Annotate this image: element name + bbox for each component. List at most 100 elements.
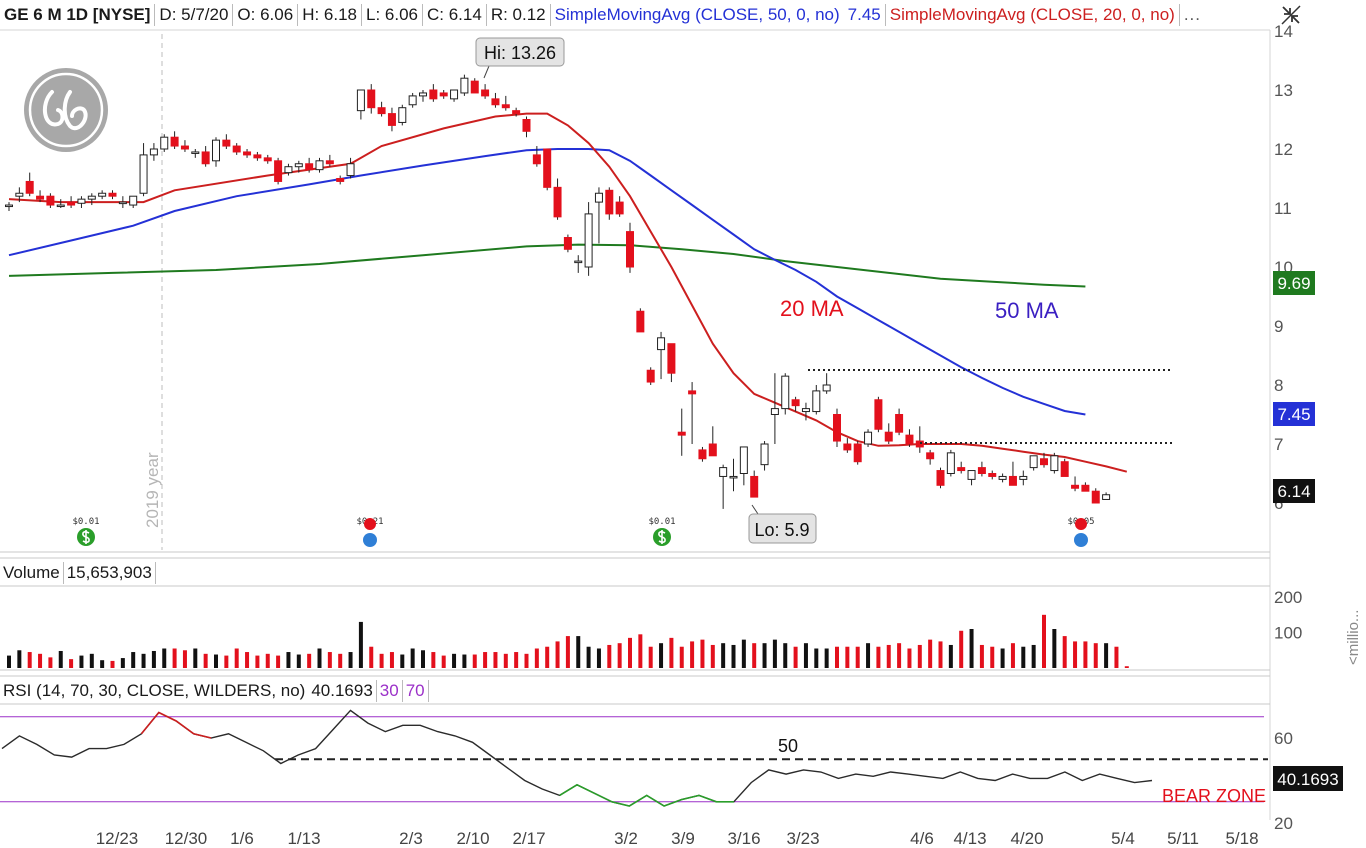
candle-body <box>491 98 500 106</box>
annotation-50ma: 50 MA <box>995 298 1059 323</box>
volume-bar <box>762 643 767 668</box>
more-studies-button[interactable]: ... <box>1183 5 1201 24</box>
overlay-layer: 20 MA 50 MA Hi: 13.26 Lo: 5.9 9.69 7.45 6.14 $0… <box>72 37 1315 547</box>
volume-bar <box>897 643 902 668</box>
candle-body <box>36 195 45 200</box>
volume-bar <box>338 653 343 668</box>
header-divider <box>361 4 362 26</box>
header-divider <box>297 4 299 26</box>
volume-bar <box>441 655 446 668</box>
volume-bar <box>596 648 601 668</box>
volume-bar <box>483 652 488 668</box>
rsi-overbought-level: 70 <box>405 681 425 700</box>
volume-bar <box>959 630 964 668</box>
rsi-value-badge: 40.1693 <box>1277 770 1338 789</box>
x-axis-label: 2/17 <box>512 829 545 848</box>
volume-bar <box>265 653 270 668</box>
volume-bar <box>534 648 539 668</box>
candle-body <box>626 231 634 268</box>
volume-bar <box>245 652 250 668</box>
hi-label: Hi: 13.26 <box>484 43 556 63</box>
x-axis-label: 5/11 <box>1167 829 1199 848</box>
range-label: R: 0.12 <box>490 5 546 24</box>
volume-bar <box>389 652 394 668</box>
candle-body <box>895 414 904 433</box>
candle-body <box>543 148 552 188</box>
volume-bar <box>979 644 984 668</box>
volume-bar <box>607 644 612 668</box>
earnings-icon <box>1075 518 1087 530</box>
volume-bar <box>431 652 436 668</box>
candle-body <box>729 475 738 479</box>
volume-bar <box>803 643 808 668</box>
candle-body <box>294 163 303 168</box>
volume-bar <box>741 639 746 668</box>
volume-bar <box>234 648 239 668</box>
candle-body <box>1019 475 1028 480</box>
volume-label[interactable]: Volume <box>3 563 60 582</box>
candle-body <box>967 470 976 480</box>
volume-layer: 100 200 <millio... <box>7 588 1362 668</box>
price-y-tick: 7 <box>1274 435 1283 454</box>
candle-body <box>191 151 200 154</box>
volume-bar <box>948 644 953 668</box>
header-divider <box>62 562 64 584</box>
volume-bar <box>710 644 715 668</box>
candle-body <box>398 107 407 123</box>
volume-bar <box>120 658 125 668</box>
candle-body <box>874 399 883 430</box>
rsi-oversold-level: 30 <box>379 681 399 700</box>
sma20-study-label[interactable]: SimpleMovingAvg (CLOSE, 20, 0, no) <box>889 5 1175 24</box>
candle-body <box>719 467 728 477</box>
candle-body <box>739 446 748 475</box>
last-price-badge-bg <box>1273 479 1315 503</box>
volume-bar <box>286 652 291 668</box>
sma200-price-badge: 9.69 <box>1277 274 1310 293</box>
volume-bar <box>214 654 218 668</box>
candle-body <box>791 399 800 407</box>
volume-bar <box>928 639 933 668</box>
candle-body <box>25 180 34 194</box>
dividend-label: $0.01 <box>72 517 99 527</box>
x-axis-label: 4/6 <box>910 829 934 848</box>
rsi-y-tick: 20 <box>1274 814 1293 833</box>
candle-body <box>170 136 179 147</box>
volume-bar <box>752 643 757 668</box>
volume-bar <box>472 654 477 668</box>
volume-bar <box>1031 644 1036 668</box>
volume-bar <box>1093 643 1098 668</box>
volume-bar <box>969 629 974 668</box>
volume-header: Volume 15,653,903 <box>0 560 156 586</box>
volume-bar <box>276 655 281 668</box>
candle-body <box>5 204 13 208</box>
volume-bar <box>876 646 881 668</box>
candle-body <box>688 390 697 395</box>
x-axis-label: 1/6 <box>230 829 254 848</box>
volume-bar <box>182 650 187 668</box>
volume-bar <box>17 650 22 668</box>
volume-y-tick: 200 <box>1274 588 1302 607</box>
volume-bar <box>307 653 312 668</box>
volume-bar <box>638 634 643 668</box>
symbol-label[interactable]: GE 6 M 1D [NYSE] <box>4 5 151 24</box>
x-axis-label: 12/30 <box>165 829 208 848</box>
collapse-icon[interactable] <box>1278 2 1304 28</box>
volume-bar <box>679 646 684 668</box>
volume-bar <box>317 648 322 668</box>
candle-body <box>98 192 107 197</box>
volume-bar <box>1104 643 1109 668</box>
volume-bar <box>421 650 425 668</box>
volume-bar <box>38 653 43 668</box>
sma50-study-label[interactable]: SimpleMovingAvg (CLOSE, 50, 0, no) <box>554 5 840 24</box>
candle-body <box>563 237 572 250</box>
rsi-y-tick: 60 <box>1274 729 1293 748</box>
volume-bar <box>7 655 11 668</box>
volume-bar <box>151 650 156 668</box>
price-y-tick: 9 <box>1274 317 1283 336</box>
rsi-label[interactable]: RSI (14, 70, 30, CLOSE, WILDERS, no) <box>3 681 306 700</box>
candle-body <box>605 189 614 215</box>
volume-bar <box>1124 666 1129 668</box>
candle-body <box>15 192 24 197</box>
candle-body <box>274 160 283 182</box>
